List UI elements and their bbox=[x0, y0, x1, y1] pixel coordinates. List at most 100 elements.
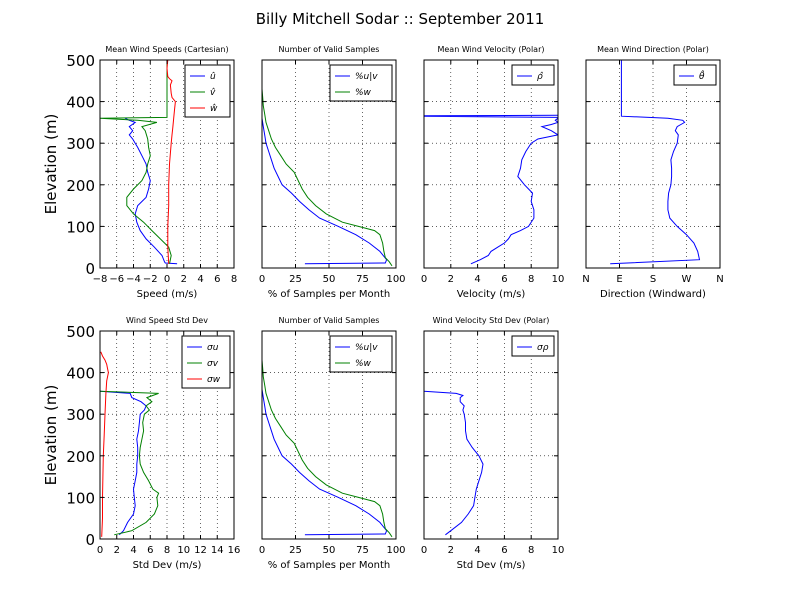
y-tick-label: 0 bbox=[85, 531, 95, 549]
legend-label-1: v̂ bbox=[210, 87, 216, 98]
y-tick-label: 200 bbox=[66, 177, 95, 195]
y-axis-label: Elevation (m) bbox=[42, 114, 60, 215]
plot-title: Wind Speed Std Dev bbox=[126, 316, 208, 325]
plot-title: Mean Wind Direction (Polar) bbox=[597, 45, 709, 54]
x-tick-label: −6 bbox=[109, 274, 124, 285]
figure-title: Billy Mitchell Sodar :: September 2011 bbox=[256, 10, 545, 28]
legend-label-0: %u|v bbox=[355, 72, 378, 82]
x-tick-label: 8 bbox=[164, 545, 170, 556]
x-tick-label: 6 bbox=[214, 274, 220, 285]
series-line-0 bbox=[262, 389, 388, 536]
x-tick-label: 100 bbox=[386, 545, 405, 556]
x-axis-label: % of Samples per Month bbox=[268, 289, 391, 300]
legend-label-0: û bbox=[210, 71, 216, 82]
plot-mean_polar: 0 2 4 6 8 10 Mean Wind Velocity (Polar) Velocit… bbox=[421, 45, 565, 300]
x-tick-label: 12 bbox=[194, 545, 207, 556]
x-tick-label: N bbox=[582, 274, 589, 285]
x-tick-label: S bbox=[650, 274, 656, 285]
x-tick-label: 2 bbox=[114, 545, 120, 556]
x-tick-label: 16 bbox=[228, 545, 241, 556]
x-tick-label: 4 bbox=[474, 274, 480, 285]
plot-area bbox=[424, 331, 558, 539]
x-tick-label: 2 bbox=[181, 274, 187, 285]
x-axis-label: Speed (m/s) bbox=[137, 289, 198, 300]
x-tick-label: 10 bbox=[552, 274, 565, 285]
plot-title: Number of Valid Samples bbox=[279, 316, 380, 325]
series-group bbox=[424, 114, 558, 265]
legend: %u|v %w bbox=[329, 64, 393, 102]
x-tick-label: 2 bbox=[448, 274, 454, 285]
y-tick-label: 500 bbox=[66, 323, 95, 341]
series-line-1 bbox=[100, 60, 172, 264]
legend-box bbox=[184, 64, 231, 118]
x-tick-label: −8 bbox=[93, 274, 108, 285]
plot-valid_samples_2: 0 25 50 75 100 Number of Valid Samples % of Sa… bbox=[259, 316, 406, 571]
plot-title: Number of Valid Samples bbox=[279, 45, 380, 54]
legend-box bbox=[329, 64, 393, 102]
x-tick-label: 6 bbox=[501, 545, 507, 556]
series-group bbox=[100, 351, 160, 537]
x-tick-label: 25 bbox=[289, 274, 302, 285]
legend-box bbox=[511, 335, 555, 357]
plot-title: Mean Wind Velocity (Polar) bbox=[437, 45, 544, 54]
y-tick-label: 100 bbox=[66, 489, 95, 507]
x-tick-label: 50 bbox=[323, 545, 336, 556]
legend: σu σv σw bbox=[181, 335, 231, 389]
x-tick-label: 100 bbox=[386, 274, 405, 285]
y-tick-label: 400 bbox=[66, 94, 95, 112]
legend-label-0: %u|v bbox=[355, 343, 378, 353]
series-line-0 bbox=[262, 118, 388, 265]
plot-title: Wind Velocity Std Dev (Polar) bbox=[433, 316, 550, 325]
plot-mean_dir: N E S W N Mean Wind Direction (Polar) Directio… bbox=[582, 45, 723, 300]
legend-box bbox=[511, 64, 555, 86]
plot-title: Mean Wind Speeds (Cartesian) bbox=[105, 45, 228, 54]
legend: %u|v %w bbox=[329, 335, 393, 373]
x-tick-label: 8 bbox=[231, 274, 237, 285]
x-tick-label: 8 bbox=[528, 545, 534, 556]
series-line-1 bbox=[100, 390, 160, 536]
series-line-1 bbox=[262, 360, 393, 538]
x-tick-label: 10 bbox=[177, 545, 190, 556]
x-tick-label: 14 bbox=[211, 545, 224, 556]
y-tick-label: 200 bbox=[66, 448, 95, 466]
x-tick-label: 0 bbox=[259, 274, 265, 285]
legend-label-0: θ̂ bbox=[699, 69, 705, 82]
plot-area bbox=[424, 60, 558, 268]
x-tick-label: 25 bbox=[289, 545, 302, 556]
series-line-0 bbox=[424, 114, 558, 265]
x-tick-label: 0 bbox=[97, 545, 103, 556]
y-tick-label: 300 bbox=[66, 406, 95, 424]
legend-label-2: ŵ bbox=[210, 104, 218, 114]
legend: σρ bbox=[511, 335, 555, 357]
x-tick-label: E bbox=[616, 274, 622, 285]
x-tick-label: −4 bbox=[126, 274, 141, 285]
x-axis-label: % of Samples per Month bbox=[268, 560, 391, 571]
legend-label-0: σu bbox=[207, 343, 219, 353]
x-tick-label: 6 bbox=[501, 274, 507, 285]
x-tick-label: 0 bbox=[259, 545, 265, 556]
x-tick-label: −2 bbox=[143, 274, 158, 285]
y-tick-label: 400 bbox=[66, 365, 95, 383]
y-tick-label: 300 bbox=[66, 135, 95, 153]
x-axis-label: Direction (Windward) bbox=[600, 289, 706, 300]
x-tick-label: W bbox=[682, 274, 692, 285]
series-group bbox=[100, 60, 178, 265]
series-line-0 bbox=[100, 390, 147, 536]
plot-frame bbox=[423, 330, 559, 540]
x-tick-label: 4 bbox=[474, 545, 480, 556]
y-tick-label: 100 bbox=[66, 218, 95, 236]
x-tick-label: 4 bbox=[130, 545, 136, 556]
x-tick-label: 2 bbox=[448, 545, 454, 556]
series-line-0 bbox=[610, 60, 701, 265]
series-line-0 bbox=[424, 390, 484, 536]
x-tick-label: 0 bbox=[421, 545, 427, 556]
legend-label-0: ρ̂ bbox=[537, 71, 544, 82]
series-line-1 bbox=[262, 89, 393, 267]
series-line-2 bbox=[100, 351, 109, 537]
y-axis-label: Elevation (m) bbox=[42, 385, 60, 486]
plot-frame bbox=[423, 59, 559, 269]
series-group bbox=[424, 390, 484, 536]
